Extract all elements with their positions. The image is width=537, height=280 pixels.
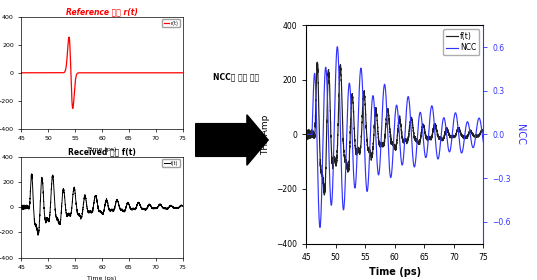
NCC (379, 122, 385, 125)
f(t) (458, 133, 464, 136)
f(t) (314, 60, 321, 64)
Legend: r(t): r(t) (162, 19, 180, 27)
Y-axis label: NCC: NCC (515, 124, 525, 145)
NCC (458, 150, 464, 153)
f(t) (321, 193, 328, 197)
NCC (477, 118, 483, 121)
X-axis label: Time (ps): Time (ps) (368, 267, 421, 277)
f(t) (333, 157, 340, 160)
FancyArrow shape (195, 115, 268, 165)
Legend: f(t), NCC: f(t), NCC (444, 29, 480, 55)
f(t) (323, 144, 330, 147)
NCC (334, 45, 340, 48)
f(t) (480, 130, 487, 133)
f(t) (303, 129, 309, 132)
NCC (317, 226, 323, 229)
Text: NCC를 통한 증폭: NCC를 통한 증폭 (213, 73, 259, 81)
f(t) (371, 127, 378, 131)
X-axis label: Time (ps): Time (ps) (88, 147, 117, 152)
NCC (303, 133, 309, 136)
Title: Received 신호 f(t): Received 신호 f(t) (68, 148, 136, 157)
X-axis label: Time (ps): Time (ps) (88, 276, 117, 280)
Line: NCC: NCC (306, 47, 483, 227)
NCC (371, 103, 378, 106)
Line: f(t): f(t) (306, 62, 483, 195)
NCC (480, 140, 487, 143)
NCC (323, 70, 330, 73)
f(t) (379, 142, 385, 145)
Title: Reference 신호 r(t): Reference 신호 r(t) (66, 8, 138, 17)
Y-axis label: THz Amp: THz Amp (262, 114, 271, 155)
f(t) (477, 132, 483, 135)
Legend: f(t): f(t) (162, 159, 180, 167)
NCC (333, 47, 340, 50)
